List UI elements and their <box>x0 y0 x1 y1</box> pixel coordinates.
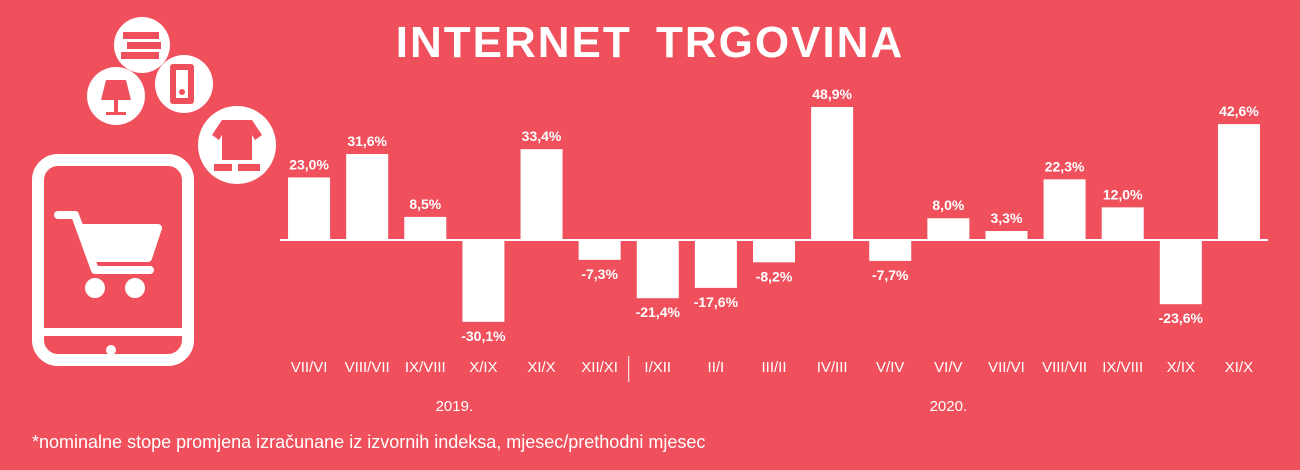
x-tick-label: XII/XI <box>581 359 618 376</box>
chart-bar <box>1043 179 1086 240</box>
fridge-icon <box>155 55 213 113</box>
chart-bar <box>753 240 795 263</box>
x-tick-label: X/IX <box>1167 359 1195 376</box>
x-tick-label: II/I <box>708 359 725 376</box>
chart-bar <box>462 240 505 322</box>
chart-bar <box>1217 124 1260 240</box>
data-label: -7,3% <box>581 266 618 282</box>
chart-bar <box>869 240 912 261</box>
data-label: -7,7% <box>872 267 909 283</box>
data-label: 42,6% <box>1219 103 1259 119</box>
chart-bar <box>985 231 1028 240</box>
chart-bar <box>404 216 447 240</box>
year-group-label: 2020. <box>930 398 968 415</box>
data-label: 3,3% <box>991 210 1023 226</box>
chart-bar <box>811 106 854 240</box>
x-tick-label: VII/VI <box>988 359 1025 376</box>
data-label: -17,6% <box>694 294 739 310</box>
clothes-shoes-icon <box>198 106 276 184</box>
data-label: -23,6% <box>1159 310 1204 326</box>
x-tick-label: IX/VIII <box>405 359 446 376</box>
x-tick-label: XI/X <box>1225 359 1253 376</box>
chart-bar <box>520 149 563 240</box>
data-label: 8,0% <box>932 197 964 213</box>
data-label: 48,9% <box>812 86 852 102</box>
tablet-icon <box>32 154 194 366</box>
data-label: 33,4% <box>522 128 562 144</box>
chart-bar <box>927 218 970 240</box>
books-icon <box>114 17 170 73</box>
x-tick-label: IX/VIII <box>1102 359 1143 376</box>
x-tick-label: XI/X <box>527 359 555 376</box>
data-label: -30,1% <box>461 328 506 344</box>
x-tick-label: VIII/VII <box>345 359 390 376</box>
chart-bar <box>288 177 331 240</box>
x-tick-label: VI/V <box>934 359 962 376</box>
chart-bar <box>346 154 389 240</box>
chart-bar <box>694 240 737 288</box>
data-label: 8,5% <box>409 196 441 212</box>
data-label: 31,6% <box>347 133 387 149</box>
data-label: 12,0% <box>1103 186 1143 202</box>
x-tick-label: V/IV <box>876 359 904 376</box>
lamp-icon <box>87 67 145 125</box>
chart-title: INTERNET TRGOVINA <box>395 18 905 67</box>
footnote: *nominalne stope promjena izračunane iz … <box>32 432 706 452</box>
x-tick-label: III/II <box>761 359 786 376</box>
chart-bar <box>636 240 679 299</box>
data-label: 22,3% <box>1045 158 1085 174</box>
x-tick-label: VII/VI <box>291 359 328 376</box>
shopping-cart-icon <box>54 211 162 298</box>
x-tick-label: I/XII <box>644 359 671 376</box>
chart-bar <box>1101 207 1144 240</box>
chart-bar <box>578 240 621 260</box>
data-label: 23,0% <box>289 156 329 172</box>
data-label: -21,4% <box>636 304 681 320</box>
x-tick-label: VIII/VII <box>1042 359 1087 376</box>
x-tick-label: X/IX <box>469 359 497 376</box>
chart-bar <box>1159 240 1202 305</box>
year-group-label: 2019. <box>436 398 474 415</box>
data-label: -8,2% <box>756 268 793 284</box>
x-tick-label: IV/III <box>817 359 848 376</box>
